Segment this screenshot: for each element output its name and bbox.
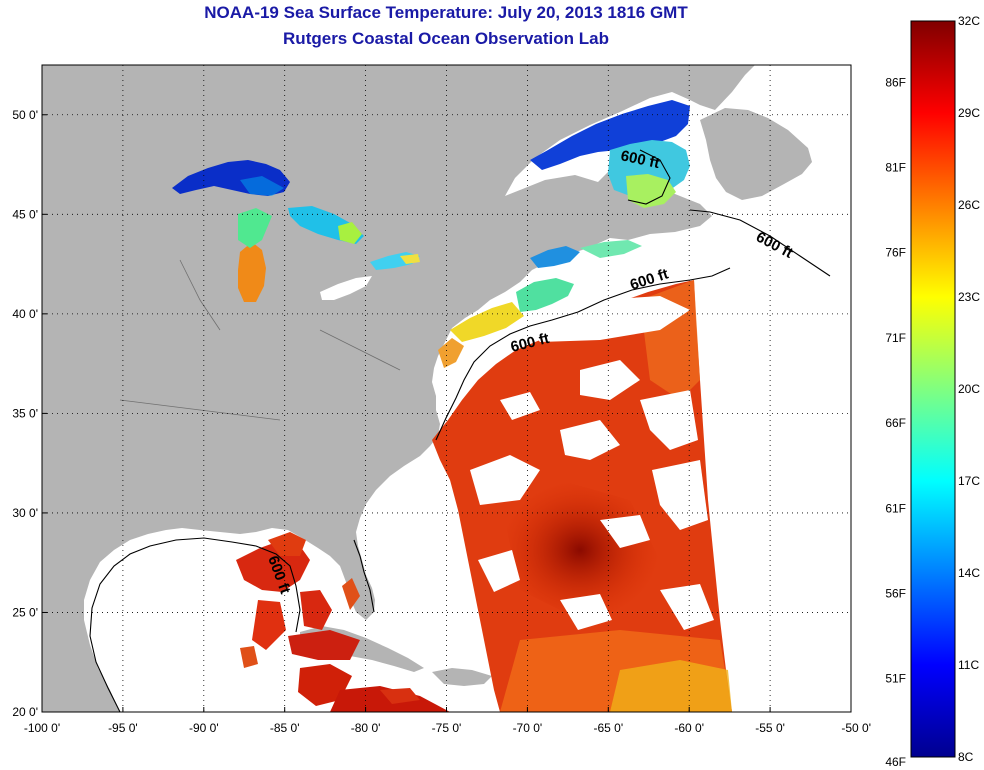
x-tick-label: -50 0'	[841, 721, 871, 735]
y-tick-label: 50 0'	[12, 108, 38, 122]
x-tick-label: -100 0'	[24, 721, 60, 735]
colorbar-celsius-label: 32C	[958, 14, 980, 28]
gulf-maine-green	[516, 278, 574, 312]
x-tick-label: -55 0'	[755, 721, 785, 735]
north-america-land	[42, 65, 755, 712]
colorbar-fahrenheit-label: 56F	[885, 586, 906, 600]
lake-michigan	[238, 242, 266, 302]
x-axis: -100 0' -95 0' -90 0' -85 0' -80 0' -75 0' -70…	[24, 707, 871, 735]
y-tick-label: 35 0'	[12, 406, 38, 420]
chesapeake-shelf	[438, 338, 464, 368]
colorbar-celsius-label: 26C	[958, 198, 980, 212]
y-tick-label: 20 0'	[12, 705, 38, 719]
colorbar-fahrenheit-label: 61F	[885, 501, 906, 515]
y-tick-label: 30 0'	[12, 506, 38, 520]
cloud-mask	[470, 296, 714, 630]
colorbar-fahrenheit-label: 86F	[885, 75, 906, 89]
chart-subtitle: Rutgers Coastal Ocean Observation Lab	[283, 29, 609, 48]
x-tick-label: -70 0'	[513, 721, 543, 735]
x-tick-label: -75 0'	[432, 721, 462, 735]
gulf-st-lawrence-cold	[530, 100, 690, 170]
x-tick-label: -90 0'	[189, 721, 219, 735]
colorbar-labels: 32C 29C 26C 23C 20C 17C 14C 11C 8C 86F 81F 76F 71F 66…	[885, 14, 980, 769]
x-tick-label: -60 0'	[674, 721, 704, 735]
swath-southeast-yellow	[610, 660, 732, 712]
colorbar-fahrenheit-label: 71F	[885, 331, 906, 345]
x-tick-label: -80 0'	[351, 721, 381, 735]
chart-title: NOAA-19 Sea Surface Temperature: July 20…	[204, 3, 688, 22]
coastline-detail	[119, 259, 401, 421]
lake-huron-bay	[338, 222, 362, 244]
y-axis: 20 0' 25 0' 30 0' 35 0' 40 0' 45 0' 50 0'	[12, 108, 47, 719]
colorbar	[910, 20, 956, 758]
y-tick-label: 25 0'	[12, 605, 38, 619]
600ft-contour	[89, 149, 831, 712]
colorbar-celsius-label: 20C	[958, 382, 980, 396]
x-tick-label: -85 0'	[270, 721, 300, 735]
colorbar-fahrenheit-label: 76F	[885, 246, 906, 260]
colorbar-celsius-label: 11C	[958, 658, 979, 672]
gulf-st-lawrence-warm	[626, 174, 676, 208]
newfoundland-land	[700, 108, 812, 200]
gulf-maine-cool	[530, 246, 580, 268]
colorbar-fahrenheit-label: 81F	[885, 161, 906, 175]
colorbar-celsius-label: 14C	[958, 566, 980, 580]
lake-ontario-warm	[400, 254, 420, 264]
colorbar-fahrenheit-label: 51F	[885, 672, 906, 686]
lake-michigan-north	[238, 208, 272, 248]
colorbar-celsius-label: 23C	[958, 290, 980, 304]
lake-superior-east	[240, 176, 284, 196]
mid-atlantic-shelf	[450, 302, 524, 342]
gulf-caribbean-sst	[236, 532, 450, 712]
colorbar-fahrenheit-label: 46F	[885, 755, 906, 769]
y-tick-label: 45 0'	[12, 207, 38, 221]
colorbar-celsius-label: 17C	[958, 474, 980, 488]
lake-erie	[320, 276, 372, 300]
hispaniola-land	[432, 668, 492, 686]
nova-scotia-shelf	[580, 240, 642, 258]
y-tick-label: 40 0'	[12, 307, 38, 321]
x-tick-label: -65 0'	[593, 721, 623, 735]
colorbar-celsius-label: 8C	[958, 750, 974, 764]
swath-warm-core	[500, 480, 660, 620]
x-tick-label: -95 0'	[108, 721, 138, 735]
colorbar-fahrenheit-label: 66F	[885, 416, 906, 430]
colorbar-celsius-label: 29C	[958, 106, 980, 120]
